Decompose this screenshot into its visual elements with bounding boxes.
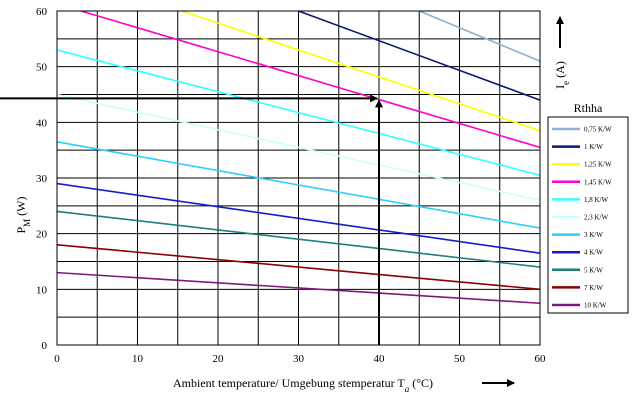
x-tick-label: 0 <box>54 353 60 365</box>
y-axis-title-unit: (W) <box>14 196 28 218</box>
y-tick-label: 40 <box>36 117 48 129</box>
series-line <box>56 141 541 229</box>
legend-label: 1,8 K/W <box>584 196 609 204</box>
legend-label: 2,3 K/W <box>584 214 609 222</box>
svg-text:Ie (A): Ie (A) <box>553 61 571 89</box>
x-axis-title-unit: (°C) <box>409 376 433 390</box>
svg-text:Ambient temperature/ Umgebung: Ambient temperature/ Umgebung stemperatu… <box>173 376 433 394</box>
y-axis-title-sub: M <box>22 219 32 227</box>
legend-label: 5 K/W <box>584 266 603 274</box>
y-axis-title-main: P <box>14 227 28 234</box>
legend-box <box>547 116 629 314</box>
y2-axis-title-sub: e <box>561 81 571 85</box>
legend-label: 3 K/W <box>584 231 603 239</box>
legend-label: 4 K/W <box>584 249 603 257</box>
legend: Rthha 0,75 K/W 1 K/W 1,25 K/W 1,45 K/W 1,8 K… <box>547 101 629 314</box>
y2-axis-title-main: I <box>553 85 567 89</box>
legend-label: 1,45 K/W <box>584 178 612 186</box>
operating-point-annotation <box>0 94 383 345</box>
y-tick-label: 10 <box>36 284 48 296</box>
legend-items: 0,75 K/W 1 K/W 1,25 K/W 1,45 K/W 1,8 K/W 2,3 … <box>552 126 612 310</box>
y-tick-label: 20 <box>36 229 48 241</box>
x-tick-label: 60 <box>535 353 547 365</box>
x-axis-title: Ambient temperature/ Umgebung stemperatu… <box>173 376 515 394</box>
tick-labels: 0 10 20 30 40 50 60 0 10 20 30 40 50 60 <box>36 6 546 365</box>
plot-frame <box>56 10 541 346</box>
legend-label: 1 K/W <box>584 143 603 151</box>
series-line <box>56 271 541 305</box>
y-tick-label: 30 <box>36 173 48 185</box>
legend-label: 0,75 K/W <box>584 126 612 134</box>
legend-title: Rthha <box>574 101 603 115</box>
series-line <box>181 10 541 132</box>
x-axis-title-sub: a <box>405 384 410 394</box>
series-line <box>56 182 541 254</box>
series-line <box>56 244 541 291</box>
series-line <box>56 49 541 176</box>
y-tick-label: 0 <box>42 340 48 352</box>
legend-label: 1,25 K/W <box>584 161 612 169</box>
svg-text:PM (W): PM (W) <box>14 196 32 233</box>
x-axis-title-main: Ambient temperature/ Umgebung stemperatu… <box>173 376 405 390</box>
series-line <box>56 210 541 268</box>
series-lines <box>56 10 541 305</box>
y-tick-label: 50 <box>36 62 48 74</box>
series-line <box>56 93 541 202</box>
y-tick-label: 60 <box>36 6 48 18</box>
y2-axis-title-unit: (A) <box>553 61 567 81</box>
legend-label: 10 K/W <box>584 302 607 310</box>
x-tick-label: 40 <box>374 353 386 365</box>
legend-label: 7 K/W <box>584 284 603 292</box>
grid <box>57 11 540 345</box>
series-line <box>298 10 541 101</box>
y2-axis-title: Ie (A) <box>553 16 571 89</box>
x-tick-label: 20 <box>213 353 225 365</box>
y-axis-title: PM (W) <box>14 196 32 233</box>
x-tick-label: 30 <box>293 353 305 365</box>
x-tick-label: 50 <box>454 353 466 365</box>
x-tick-label: 10 <box>132 353 144 365</box>
series-line <box>418 10 541 62</box>
series-line <box>80 10 541 149</box>
